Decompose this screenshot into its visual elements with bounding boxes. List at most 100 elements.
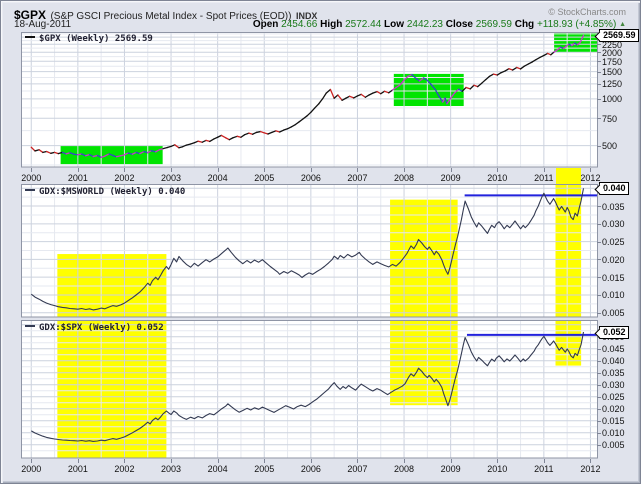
price-line-segment xyxy=(85,153,91,157)
y-axis-tick xyxy=(597,83,601,85)
highlight-band-axis xyxy=(555,168,582,184)
price-line-segment xyxy=(224,137,230,141)
x-axis-label: 2004 xyxy=(207,173,228,183)
legend-gdx-msworld: GDX:$MSWORLD (Weekly) 0.040 xyxy=(25,187,185,197)
x-axis-label: 2010 xyxy=(487,464,508,474)
x-axis-tick xyxy=(77,168,79,172)
y-axis-tick xyxy=(597,241,601,243)
x-axis-tick xyxy=(124,459,126,463)
price-line-segment xyxy=(127,152,134,155)
price-line-segment xyxy=(488,73,495,78)
symbol: $GPX xyxy=(14,8,47,22)
price-line-segment xyxy=(283,128,289,131)
y-axis-label: 0.015 xyxy=(602,416,625,427)
price-label-text: 0.040 xyxy=(603,183,626,194)
x-axis-label: 2009 xyxy=(440,464,461,474)
price-line-segment xyxy=(356,93,362,97)
y-axis-tick xyxy=(597,61,601,63)
price-label-text: 0.052 xyxy=(603,327,626,337)
y-axis-tick xyxy=(597,384,601,386)
exchange-tag: INDX xyxy=(295,11,318,21)
price-line-segment xyxy=(174,144,180,149)
low-label: Low xyxy=(384,19,405,30)
price-line-segment xyxy=(523,63,530,67)
x-axis-tick xyxy=(217,459,219,463)
x-axis-label: 2011 xyxy=(534,173,554,183)
x-axis-label: 2003 xyxy=(161,464,182,474)
price-line-segment xyxy=(527,61,533,65)
price-line-segment xyxy=(80,153,87,157)
y-axis-label: 0.005 xyxy=(602,440,625,451)
y-axis-label: 1750 xyxy=(602,56,623,67)
x-axis-tick xyxy=(310,168,312,172)
x-axis-tick xyxy=(543,459,545,463)
quote-row: 18-Aug-2011 Open 2454.66 High 2572.44 Lo… xyxy=(14,19,626,31)
price-line-segment xyxy=(508,68,514,71)
price-line-segment xyxy=(403,75,409,81)
price-line-segment xyxy=(318,98,324,105)
price-line-segment xyxy=(220,134,227,139)
y-axis-tick xyxy=(597,277,601,279)
price-line-segment xyxy=(310,107,316,113)
ohlc-quote: Open 2454.66 High 2572.44 Low 2442.23 Cl… xyxy=(253,19,626,30)
price-line-segment xyxy=(100,155,106,159)
x-axis-label: 2007 xyxy=(347,173,368,183)
price-line-segment xyxy=(430,83,436,91)
price-line-segment xyxy=(360,93,367,98)
x-axis-tick xyxy=(310,459,312,463)
legend-text: GDX:$SPX (Weekly) 0.052 xyxy=(39,323,164,333)
price-line-segment xyxy=(504,68,510,72)
y-axis-label: 0.030 xyxy=(602,380,625,391)
last-price-label-spx-ratio: 0.052 xyxy=(594,326,629,339)
x-axis-tick xyxy=(590,168,592,172)
legend-line-sample xyxy=(25,189,35,191)
y-axis-tick xyxy=(597,259,601,261)
price-line-segment xyxy=(500,70,506,74)
chg-value: +118.93 (+4.85%) xyxy=(536,19,617,30)
price-line-segment xyxy=(53,151,59,155)
price-line-segment xyxy=(535,56,541,61)
price-line-segment xyxy=(380,90,386,95)
y-axis-tick xyxy=(597,444,601,446)
yellow-highlight-box xyxy=(390,320,458,406)
price-line-segment xyxy=(450,92,456,99)
price-line-segment xyxy=(123,152,129,156)
x-axis-label: 2006 xyxy=(300,464,321,474)
y-axis-tick xyxy=(597,71,601,73)
y-axis-tick xyxy=(597,420,601,422)
price-line-segment xyxy=(290,123,297,128)
x-axis-label: 2011 xyxy=(534,464,554,474)
price-line-segment xyxy=(30,146,36,152)
yellow-highlight-box xyxy=(57,320,167,458)
ratio-line xyxy=(30,188,585,311)
price-line-segment xyxy=(108,153,114,157)
chg-label: Chg xyxy=(514,19,535,30)
price-line-segment xyxy=(461,86,467,92)
y-axis-label: 0.025 xyxy=(602,237,625,248)
price-line-segment xyxy=(267,131,273,135)
legend-gdx-spx: GDX:$SPX (Weekly) 0.052 xyxy=(25,323,164,333)
price-line-segment xyxy=(434,88,440,97)
price-line-segment xyxy=(313,103,320,109)
open-label: Open xyxy=(252,19,279,30)
price-line-segment xyxy=(147,149,153,154)
high-label: High xyxy=(320,19,343,30)
y-axis-tick xyxy=(597,44,601,46)
price-line-segment xyxy=(329,88,335,99)
price-line-segment xyxy=(255,130,262,134)
x-axis-label: 2005 xyxy=(254,173,275,183)
x-axis-tick xyxy=(404,168,406,172)
up-arrow-icon: ▲ xyxy=(619,21,626,28)
last-price-label-msworld-ratio: 0.040 xyxy=(594,182,629,196)
y-axis-label: 0.020 xyxy=(602,254,625,265)
price-line-segment xyxy=(438,95,444,103)
y-axis-tick xyxy=(597,372,601,374)
x-axis-label: 2008 xyxy=(394,173,415,183)
price-line-segment xyxy=(286,126,292,130)
price-line-segment xyxy=(444,97,448,105)
price-line-segment xyxy=(422,77,429,82)
price-line-segment xyxy=(531,59,537,63)
price-line-segment xyxy=(306,111,312,117)
ratio-panel-gdx-spx xyxy=(21,320,598,459)
x-axis-label: 2000 xyxy=(21,173,42,183)
